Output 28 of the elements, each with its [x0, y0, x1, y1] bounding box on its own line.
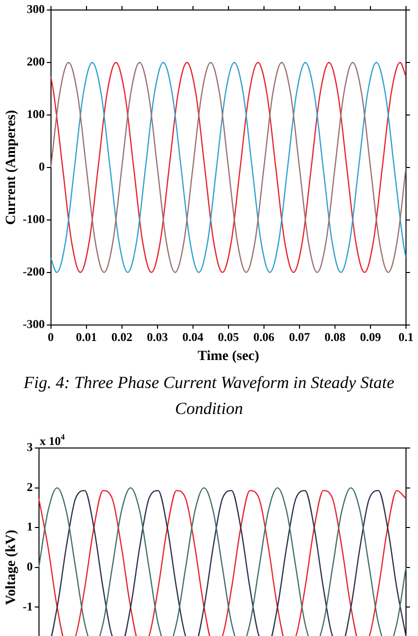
y-axis-title: Voltage (kV) [4, 529, 20, 606]
text: Fig. 4: Three Phase Current Waveform in Steady State Condition [22, 372, 396, 420]
y-tick-label: -300 [22, 316, 45, 331]
x-tick-label: 0.06 [253, 330, 274, 344]
y-tick-label: 3 [26, 440, 33, 454]
x-tick-label: 0.03 [146, 330, 168, 344]
y-axis-title: Current (Amperes) [4, 110, 20, 225]
y-tick-label: 0 [26, 559, 33, 574]
x-tick-label: 0.01 [76, 330, 97, 344]
x-tick-label: 0.08 [324, 330, 346, 344]
y-tick-label: -100 [22, 212, 45, 226]
x-axis-title: Time (sec) [198, 349, 260, 364]
y-tick-label: 2 [26, 480, 33, 494]
x-tick-label: 0.07 [288, 330, 310, 344]
x-tick-label: 0 [48, 330, 54, 344]
y-tick-label: -200 [22, 264, 45, 278]
y-tick-label: 100 [26, 107, 45, 122]
x-tick-label: 0.05 [218, 330, 239, 344]
y-tick-label: 1 [26, 520, 33, 534]
x-tick-label: 0.04 [182, 330, 204, 344]
y-tick-label: 200 [26, 54, 45, 69]
y-tick-label: 0 [38, 159, 45, 174]
x-tick-label: 0.09 [360, 330, 381, 344]
line-series [50, 62, 406, 273]
x-tick-label: 0.02 [111, 330, 132, 344]
y-tick-label: -1 [22, 599, 33, 614]
x-tick-label: 0.1 [398, 330, 414, 344]
y-tick-label: 300 [26, 2, 45, 16]
